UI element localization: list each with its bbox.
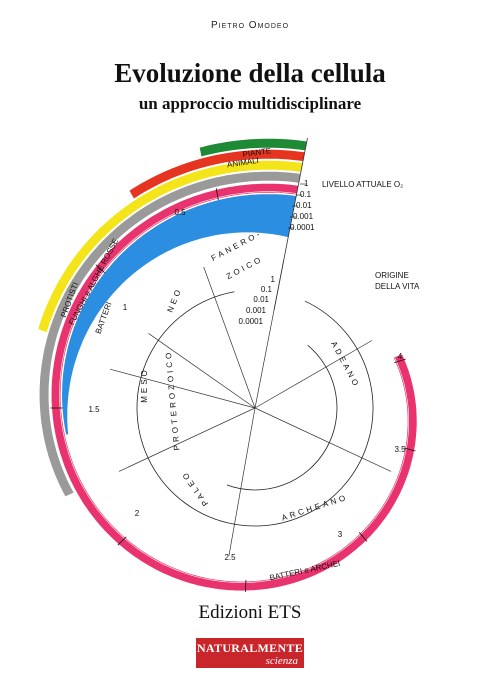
diagram-label: PROTEROZOICO xyxy=(164,349,182,450)
radial-line xyxy=(254,340,373,409)
time-tick xyxy=(244,580,247,593)
o2-scale-label: 0.01 xyxy=(296,201,312,210)
diagram-label: DELLA VITA xyxy=(375,282,420,291)
time-tick xyxy=(359,532,368,542)
time-tick xyxy=(215,188,219,201)
o2-scale-label: 0.1 xyxy=(300,190,312,199)
time-label: 1 xyxy=(123,303,128,312)
time-label: 2 xyxy=(135,509,140,518)
time-tick xyxy=(95,264,105,273)
diagram-label: ZOICO xyxy=(225,254,265,281)
radial-line xyxy=(148,333,256,409)
time-tick xyxy=(394,358,406,364)
red-band xyxy=(129,149,305,199)
diagram-label: ORIGINE xyxy=(375,271,409,280)
diagram-label: PIANTE xyxy=(242,146,272,159)
time-tick xyxy=(403,447,416,452)
diagram-label: MESO xyxy=(140,367,149,403)
green-band xyxy=(199,138,307,157)
diagram-label: LIVELLO ATTUALE O₂ xyxy=(322,180,403,189)
era-arc xyxy=(136,291,374,527)
o2-scale-label: 0.001 xyxy=(246,306,267,315)
radial-line xyxy=(118,407,256,472)
o2-scale-label: 0.0001 xyxy=(239,317,264,326)
o2-scale-label: 0.001 xyxy=(293,212,314,221)
radial-line xyxy=(254,407,392,472)
o2-scale-label: 0.1 xyxy=(261,285,273,294)
radial-line xyxy=(254,260,284,409)
era-arc xyxy=(226,344,338,491)
time-tick xyxy=(117,536,127,546)
diagram-label: ARCHEANO xyxy=(281,493,350,523)
time-label: 4 xyxy=(398,352,403,361)
series-subtitle: scienza xyxy=(265,655,298,667)
diagram-label: NEO xyxy=(166,286,184,314)
oxygen-band xyxy=(62,194,297,435)
subtitle: un approccio multidisciplinare xyxy=(138,94,362,113)
time-label: 2.5 xyxy=(224,553,236,562)
o2-scale-label: 0.01 xyxy=(253,295,269,304)
o2-scale-label: 0.0001 xyxy=(290,223,315,232)
publisher: Edizioni ETS xyxy=(198,602,302,623)
time-label: 3.5 xyxy=(394,445,406,454)
radial-line xyxy=(110,368,256,409)
radial-line xyxy=(203,266,256,409)
series-name: NATURALMENTE xyxy=(196,641,304,655)
title: Evoluzione della cellula xyxy=(114,58,386,88)
o2-scale-label: 1 xyxy=(271,275,276,284)
diagram-label: ANIMALI xyxy=(226,156,259,169)
o2-scale-label: 1 xyxy=(304,179,309,188)
yellow-band xyxy=(38,160,303,333)
radial-line xyxy=(228,407,256,556)
series-logo: NATURALMENTE scienza xyxy=(196,638,304,668)
author: Pietro Omodeo xyxy=(210,20,290,31)
time-label: 1.5 xyxy=(88,405,100,414)
time-label: 0.5 xyxy=(174,208,186,217)
time-label: 3 xyxy=(338,530,343,539)
